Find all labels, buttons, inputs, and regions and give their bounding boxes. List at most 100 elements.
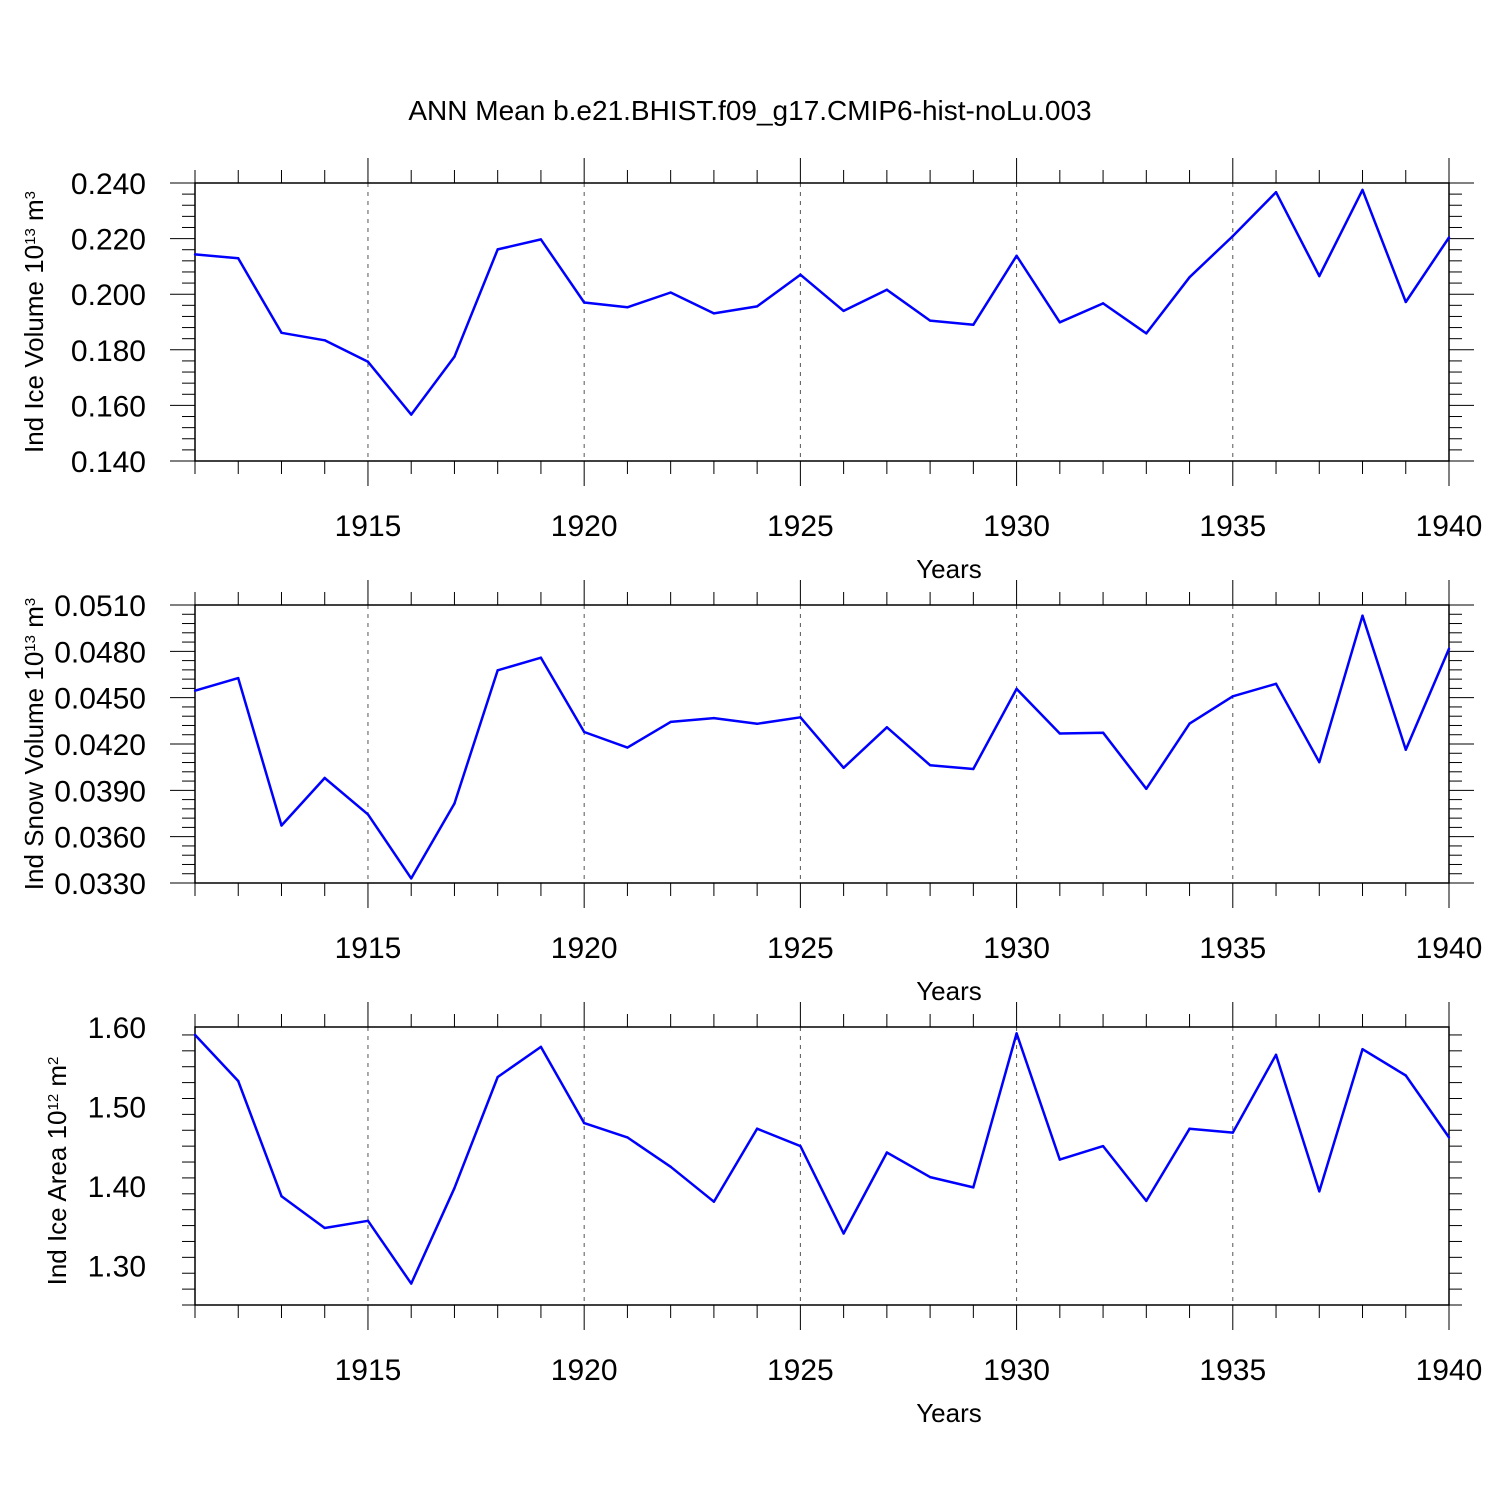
y-tick-label: 0.240: [71, 168, 146, 201]
plot-frame: [194, 1026, 1450, 1306]
x-tick-label: 1920: [551, 1354, 618, 1387]
data-point: [1058, 1158, 1062, 1161]
data-point: [972, 767, 975, 771]
data-point: [1188, 1127, 1191, 1130]
data-point: [1015, 254, 1018, 258]
y-tick-label: 1.30: [88, 1250, 146, 1283]
x-tick-label: 1940: [1416, 510, 1483, 543]
data-point: [1447, 647, 1451, 650]
data-point: [1058, 321, 1062, 324]
y-tick-label: 0.220: [71, 224, 146, 257]
data-point: [1361, 1048, 1364, 1051]
data-point: [280, 331, 283, 335]
data-point: [1101, 731, 1105, 734]
data-point: [885, 1151, 889, 1154]
data-point: [799, 273, 802, 276]
y-axis-label: Ind Ice Volume 1013 m3: [19, 191, 49, 453]
data-point: [410, 1282, 413, 1285]
plot-frame: [194, 182, 1450, 462]
x-axis-label: Years: [916, 554, 982, 584]
x-tick-label: 1935: [1199, 510, 1266, 543]
x-tick-label: 1915: [335, 932, 402, 965]
y-tick-label: 0.0360: [54, 822, 146, 855]
data-point: [323, 776, 326, 780]
data-point: [1274, 1053, 1278, 1057]
data-point: [669, 720, 672, 724]
data-point: [885, 288, 889, 291]
data-point: [323, 1226, 326, 1230]
data-point: [755, 305, 759, 308]
data-point: [323, 339, 326, 342]
data-point: [1101, 302, 1105, 305]
data-point: [1145, 1199, 1148, 1203]
data-point: [1101, 1144, 1105, 1148]
data-point: [193, 689, 197, 692]
data-point: [366, 360, 370, 363]
data-point: [1361, 614, 1364, 617]
y-axis-label: Ind Ice Area 1012 m2: [42, 1057, 72, 1286]
y-tick-label: 0.200: [71, 279, 146, 312]
data-point: [453, 802, 456, 805]
data-point: [626, 746, 629, 749]
data-point: [582, 730, 586, 734]
data-point: [1318, 761, 1321, 764]
data-point: [1404, 1074, 1407, 1077]
x-tick-label: 1940: [1416, 1354, 1483, 1387]
series-line: [194, 188, 1451, 416]
data-point: [237, 676, 240, 680]
data-point: [539, 656, 543, 659]
data-point: [928, 319, 932, 322]
data-point: [626, 306, 629, 309]
data-point: [410, 877, 413, 880]
data-point: [1015, 1032, 1018, 1035]
y-tick-label: 0.0420: [54, 729, 146, 762]
data-point: [1404, 748, 1407, 751]
x-axis-label: Years: [916, 976, 982, 1006]
data-point: [1274, 190, 1278, 194]
x-axis-label: Years: [916, 1398, 982, 1428]
data-point: [1145, 787, 1148, 790]
panel-1: 1915 1920 1925 1930 1935 1940 0.140 0.160 0.180 0…: [19, 158, 1482, 584]
data-point: [237, 1079, 240, 1083]
x-tick-label: 1920: [551, 932, 618, 965]
y-tick-label: 0.0390: [54, 775, 146, 808]
data-point: [799, 716, 802, 719]
y-tick-label: 0.140: [71, 446, 146, 479]
data-point: [1231, 1131, 1234, 1134]
y-tick-label: 0.0480: [54, 636, 146, 669]
data-point: [410, 413, 413, 416]
data-point: [842, 1232, 845, 1235]
data-point: [582, 1121, 586, 1125]
data-point: [1231, 234, 1234, 238]
data-point: [280, 824, 283, 827]
data-point: [842, 766, 845, 769]
data-point: [1058, 732, 1062, 735]
data-point: [755, 1127, 759, 1130]
y-tick-label: 0.0510: [54, 590, 146, 623]
series-line: [194, 614, 1451, 880]
data-point: [842, 309, 845, 313]
y-tick-label: 0.160: [71, 390, 146, 423]
data-point: [366, 1219, 370, 1223]
data-point: [712, 1200, 716, 1203]
data-point: [453, 1187, 456, 1190]
series-line: [194, 1032, 1451, 1285]
data-point: [237, 257, 240, 260]
y-tick-label: 0.0330: [54, 868, 146, 901]
data-point: [1361, 188, 1364, 192]
data-point: [799, 1144, 802, 1148]
y-axis-label: Ind Snow Volume 1013 m3: [19, 598, 49, 890]
data-point: [1447, 1136, 1451, 1139]
data-point: [1404, 300, 1407, 304]
data-point: [712, 312, 716, 315]
data-point: [626, 1136, 629, 1139]
x-tick-label: 1935: [1199, 1354, 1266, 1387]
data-point: [755, 722, 759, 725]
y-tick-label: 0.180: [71, 335, 146, 368]
data-point: [1015, 687, 1018, 691]
x-tick-label: 1920: [551, 510, 618, 543]
data-point: [928, 1175, 932, 1179]
data-point: [1447, 236, 1451, 239]
y-tick-label: 1.50: [88, 1091, 146, 1124]
